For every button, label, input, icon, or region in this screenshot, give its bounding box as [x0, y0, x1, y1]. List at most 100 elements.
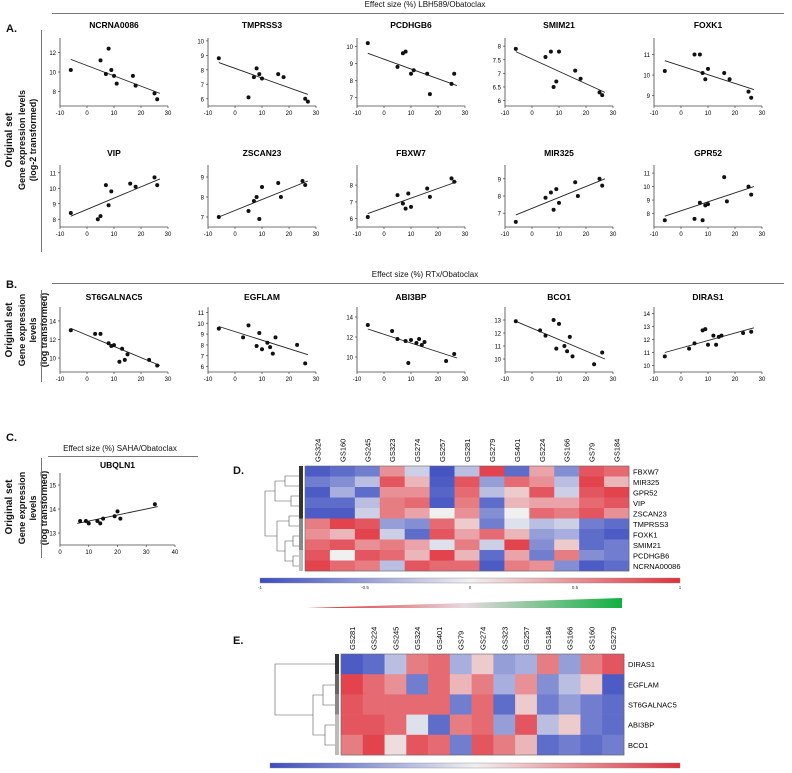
plot-title: EGFLAM [244, 292, 280, 302]
data-point [749, 329, 754, 334]
data-point [697, 200, 702, 205]
column-label: GS160 [587, 627, 596, 650]
row-label: TMPRSS3 [633, 520, 668, 529]
trend-line [515, 178, 606, 216]
data-point [98, 331, 103, 336]
header-a: Effect size (%) LBH589/Obatoclax [364, 0, 486, 9]
data-point [409, 71, 413, 76]
row-label: ST6GALNAC5 [628, 701, 677, 710]
y-tick-label: 11 [644, 351, 651, 357]
x-tick-label: 10 [259, 232, 266, 238]
scale-tick-label: 1 [679, 585, 682, 590]
x-tick-label: 0 [85, 232, 89, 238]
data-point [281, 75, 286, 80]
dendrogram-branch [324, 724, 335, 746]
data-point [133, 83, 138, 88]
heatmap-cell [471, 654, 494, 675]
x-tick-label: 20 [435, 232, 442, 238]
cluster-bar [335, 654, 339, 675]
heatmap-cell [515, 714, 538, 736]
y-tick-label: 12 [346, 336, 353, 342]
x-tick-label: -10 [501, 111, 510, 117]
heatmap-cell [379, 508, 405, 519]
scatter-ubqln1: UBQLN1 13 14 15 0 10 20 30 40 [49, 460, 179, 556]
x-tick-label: 10 [556, 232, 563, 238]
heatmap-cell [329, 508, 356, 519]
heatmap-cell [449, 654, 472, 675]
heatmap-cell [471, 734, 494, 756]
x-tick-label: 10 [556, 377, 563, 383]
data-point [551, 318, 556, 322]
data-point [417, 337, 422, 341]
y-tick-label: 10 [643, 185, 650, 191]
y-tick-label: 13 [494, 319, 501, 325]
dendrogram [264, 475, 299, 567]
heatmap-cell [579, 529, 605, 540]
data-point [260, 347, 264, 352]
plot-title: UBQLN1 [100, 460, 135, 470]
heatmap-cell [558, 734, 581, 756]
data-point [749, 95, 754, 100]
column-label: GS257 [438, 439, 447, 462]
trend-line [70, 178, 161, 217]
y-tick-label: 10 [346, 45, 353, 51]
x-tick-label: 20 [435, 377, 442, 383]
heatmap-cell [504, 487, 530, 498]
data-point [700, 71, 705, 76]
heatmap-cell [554, 529, 580, 540]
heatmap-cell [404, 518, 430, 530]
dendrogram-branch [292, 555, 299, 567]
heatmap-cell [554, 550, 580, 561]
row-label: ZSCAN23 [633, 509, 667, 518]
data-point [567, 334, 572, 339]
heatmap-cell [604, 508, 630, 519]
x-tick-label: 20 [114, 550, 121, 556]
heatmap-cell [536, 734, 559, 756]
data-point [68, 68, 73, 73]
y-tick-label: 9 [53, 202, 57, 208]
heatmap-cell [554, 560, 580, 572]
section-label-e: E. [233, 635, 244, 647]
column-label: GS160 [338, 439, 347, 462]
dendrogram-branch [274, 480, 291, 502]
heatmap-cell [429, 518, 455, 530]
y-tick-label: 12 [49, 338, 56, 344]
x-tick-label: 20 [583, 111, 590, 117]
scatter-pcdhgb6: PCDHGB6 7 8 9 10 -10 0 10 20 30 [346, 20, 469, 117]
plot-title: BCO1 [547, 292, 571, 302]
y-tick-label: 7 [350, 200, 354, 206]
x-tick-label: 10 [408, 377, 415, 383]
cluster-bar [299, 466, 303, 519]
data-point [403, 339, 408, 343]
heatmap-cell [471, 674, 494, 695]
scatter-tmprss3: TMPRSS3 6 7 8 9 10 -10 0 10 20 30 [197, 20, 320, 117]
y-tick-label: 11 [644, 53, 651, 59]
data-point [746, 89, 751, 94]
x-tick-label: -10 [56, 232, 65, 238]
heatmap-cell [579, 539, 605, 551]
data-point [155, 363, 160, 368]
scatter-zscan23: ZSCAN23 7 8 9 -10 0 10 20 30 [201, 148, 320, 238]
heatmap-cell [354, 560, 381, 572]
heatmap-cell [579, 497, 605, 509]
data-point [303, 96, 308, 101]
data-point [103, 183, 108, 188]
heatmap-cell [404, 560, 430, 572]
y-tick-label: 7.5 [493, 58, 502, 64]
header-b-line [52, 283, 784, 284]
data-point [513, 46, 518, 51]
x-tick-label: 30 [165, 111, 172, 117]
y-tick-label: 11 [198, 311, 205, 317]
heatmap-cell [558, 714, 581, 736]
data-point [692, 341, 697, 346]
data-point [118, 516, 123, 521]
heatmap-cell [504, 550, 530, 561]
data-point [687, 346, 692, 351]
x-tick-label: 20 [732, 232, 739, 238]
data-point [122, 357, 127, 362]
x-tick-label: -10 [353, 377, 362, 383]
x-tick-label: 0 [233, 232, 237, 238]
column-label: GS166 [566, 627, 575, 650]
x-tick-label: 30 [313, 111, 320, 117]
heatmap-cell [454, 487, 480, 498]
